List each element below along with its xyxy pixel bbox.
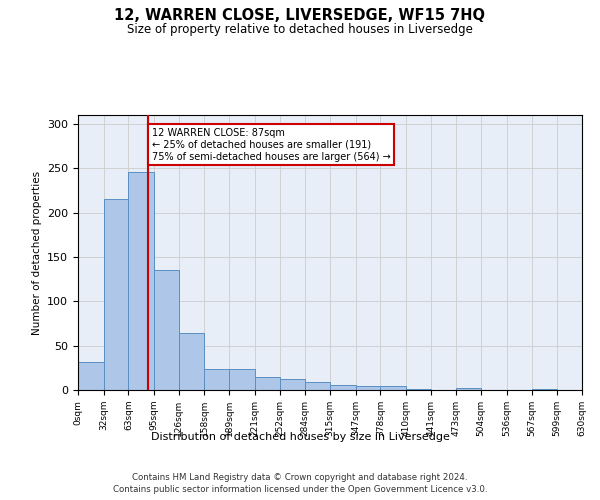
Bar — [78, 362, 104, 390]
Bar — [205, 368, 229, 390]
Bar — [229, 368, 255, 390]
Bar — [128, 172, 154, 390]
Bar — [356, 386, 380, 390]
Bar — [154, 270, 179, 390]
Bar — [380, 386, 406, 390]
Text: 12 WARREN CLOSE: 87sqm
← 25% of detached houses are smaller (191)
75% of semi-de: 12 WARREN CLOSE: 87sqm ← 25% of detached… — [152, 128, 391, 162]
Bar — [330, 384, 356, 390]
Text: Size of property relative to detached houses in Liversedge: Size of property relative to detached ho… — [127, 22, 473, 36]
Text: Contains HM Land Registry data © Crown copyright and database right 2024.: Contains HM Land Registry data © Crown c… — [132, 472, 468, 482]
Bar — [179, 333, 205, 390]
Bar — [280, 380, 305, 390]
Text: Distribution of detached houses by size in Liversedge: Distribution of detached houses by size … — [151, 432, 449, 442]
Bar — [305, 382, 330, 390]
Y-axis label: Number of detached properties: Number of detached properties — [32, 170, 41, 334]
Text: 12, WARREN CLOSE, LIVERSEDGE, WF15 7HQ: 12, WARREN CLOSE, LIVERSEDGE, WF15 7HQ — [115, 8, 485, 22]
Bar — [406, 389, 431, 390]
Bar — [457, 388, 481, 390]
Bar — [532, 389, 557, 390]
Text: Contains public sector information licensed under the Open Government Licence v3: Contains public sector information licen… — [113, 485, 487, 494]
Bar — [255, 376, 280, 390]
Bar — [104, 200, 128, 390]
